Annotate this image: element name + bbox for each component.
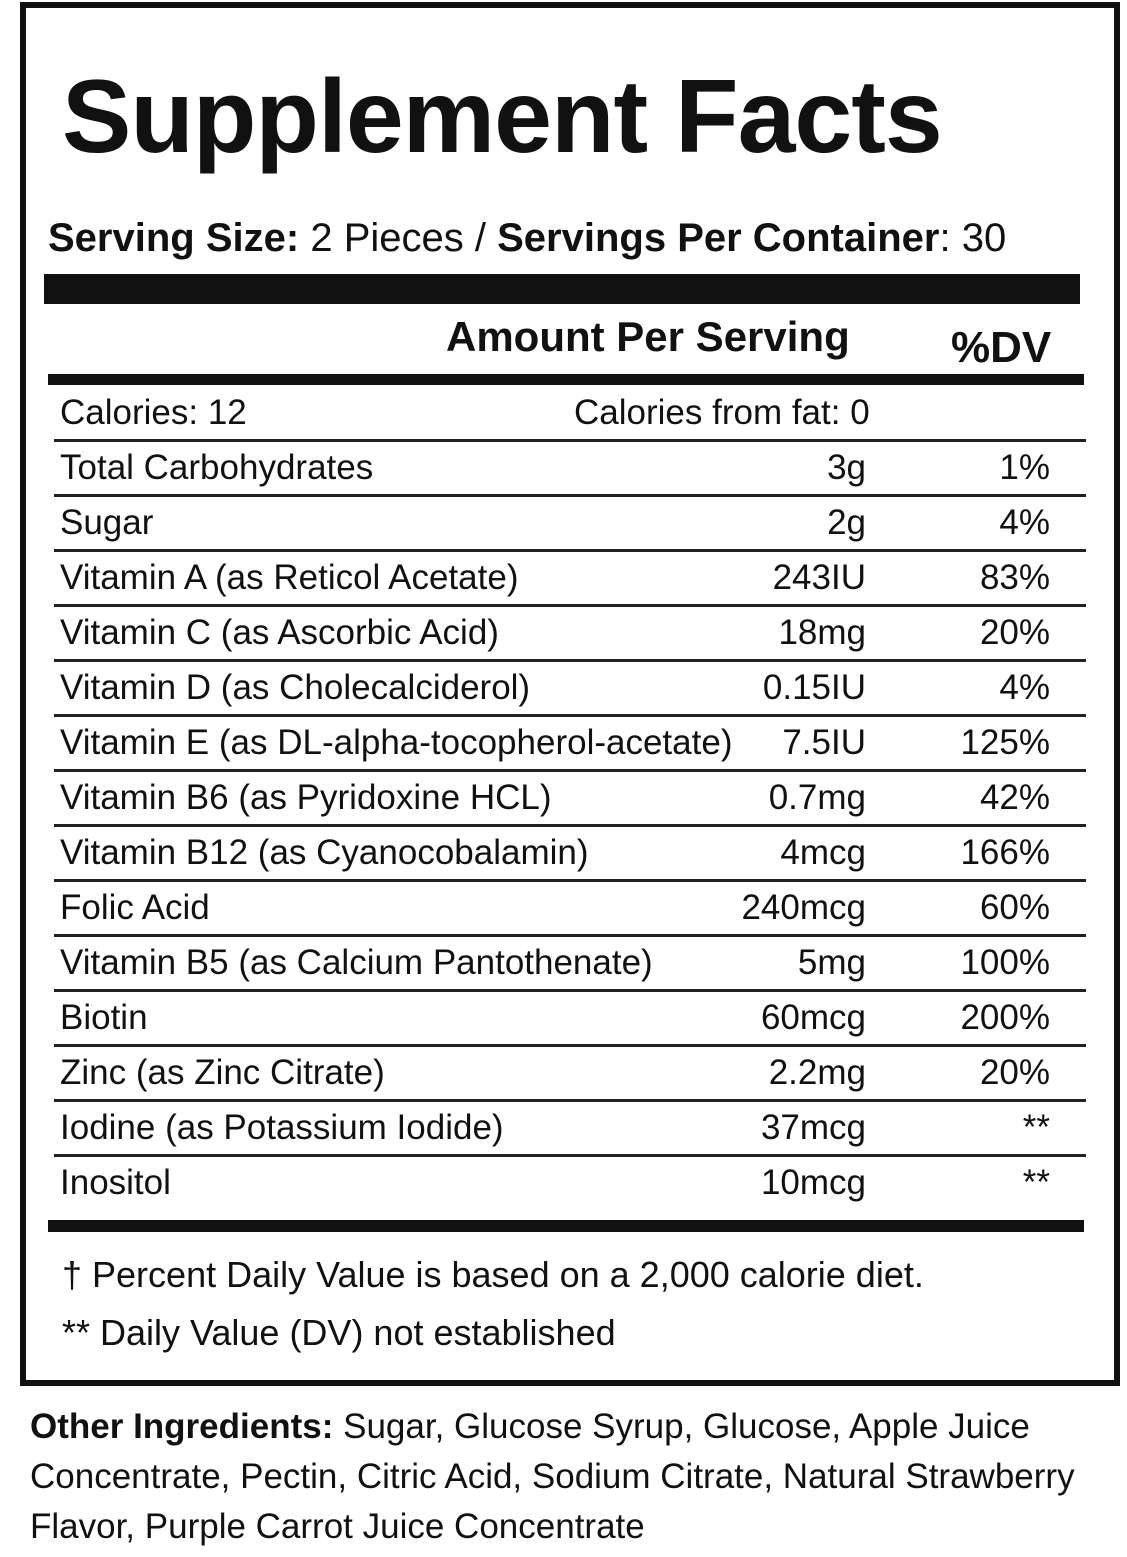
nutrient-amount: 3g: [827, 448, 866, 487]
footnote: ** Daily Value (DV) not established: [62, 1312, 616, 1353]
nutrient-dv: 83%: [979, 558, 1050, 597]
nutrient-amount: 4mcg: [780, 833, 866, 872]
nutrient-row: Vitamin C (as Ascorbic Acid) 18mg 20%: [54, 605, 1086, 662]
nutrient-name: Vitamin E (as DL-alpha-tocopherol-acetat…: [60, 723, 733, 762]
nutrient-name: Zinc (as Zinc Citrate): [60, 1053, 385, 1092]
calories-from-fat: Calories from fat: 0: [574, 393, 870, 432]
nutrient-dv: 4%: [999, 503, 1050, 542]
nutrient-name: Iodine (as Potassium Iodide): [60, 1108, 504, 1147]
nutrient-dv: 4%: [999, 668, 1050, 707]
serving-size-label: Serving Size:: [48, 216, 300, 260]
nutrient-amount: 37mcg: [760, 1108, 866, 1147]
nutrient-dv: 20%: [979, 1053, 1050, 1092]
nutrient-name: Vitamin B5 (as Calcium Pantothenate): [60, 943, 653, 982]
nutrient-row: Zinc (as Zinc Citrate) 2.2mg 20%: [54, 1045, 1086, 1102]
nutrient-row: Total Carbohydrates 3g 1%: [54, 440, 1086, 497]
nutrient-row: Vitamin B6 (as Pyridoxine HCL) 0.7mg 42%: [54, 770, 1086, 827]
nutrient-name: Inositol: [60, 1163, 171, 1202]
nutrient-dv: 200%: [960, 998, 1050, 1037]
nutrient-name: Vitamin A (as Reticol Acetate): [60, 558, 519, 597]
amount-header: Amount Per Serving: [446, 313, 850, 360]
nutrient-dv: 166%: [960, 833, 1050, 872]
title: Supplement Facts: [62, 59, 943, 175]
nutrient-name: Total Carbohydrates: [60, 448, 374, 487]
nutrient-row: Sugar 2g 4%: [54, 495, 1086, 552]
nutrient-dv: **: [1022, 1163, 1050, 1202]
medium-rule: [48, 374, 1084, 385]
nutrient-amount: 18mg: [778, 613, 866, 652]
nutrient-amount: 2.2mg: [768, 1053, 866, 1092]
nutrient-row: Vitamin B5 (as Calcium Pantothenate) 5mg 1…: [54, 935, 1086, 992]
nutrient-name: Vitamin B12 (as Cyanocobalamin): [60, 833, 589, 872]
nutrient-name: Sugar: [60, 503, 154, 542]
nutrient-dv: 100%: [960, 943, 1050, 982]
nutrient-amount: 240mcg: [741, 888, 866, 927]
dv-header: %DV: [951, 323, 1052, 372]
serving-size: 2 Pieces /: [310, 216, 486, 260]
nutrient-name: Vitamin B6 (as Pyridoxine HCL): [60, 778, 552, 817]
other-ingredients: Other Ingredients: Sugar, Glucose Syrup,…: [30, 1402, 1100, 1552]
nutrient-row: Vitamin B12 (as Cyanocobalamin) 4mcg 166%: [54, 825, 1086, 882]
thick-rule: [44, 274, 1080, 304]
nutrient-row: Iodine (as Potassium Iodide) 37mcg **: [54, 1100, 1086, 1157]
nutrient-amount: 5mg: [797, 943, 866, 982]
serving-line: Serving Size: 2 Pieces / Servings Per Co…: [48, 216, 1006, 261]
nutrient-row: Folic Acid 240mcg 60%: [54, 880, 1086, 937]
nutrient-dv: 60%: [979, 888, 1050, 927]
other-ingredients-text: Sugar, Glucose Syrup, Glucose, Apple Jui…: [30, 1407, 1075, 1546]
servings-per-container-label: Servings Per Container: [497, 216, 940, 260]
label-box: Supplement Facts Serving Size: 2 Pieces …: [20, 2, 1120, 1386]
nutrient-row: Vitamin D (as Cholecalciderol) 0.15IU 4%: [54, 660, 1086, 717]
nutrient-amount: 7.5IU: [782, 723, 866, 762]
calories: Calories: 12: [60, 393, 247, 432]
nutrient-dv: 42%: [979, 778, 1050, 817]
nutrient-amount: 0.7mg: [768, 778, 866, 817]
servings-per-container: : 30: [939, 216, 1007, 260]
nutrient-name: Vitamin D (as Cholecalciderol): [60, 668, 531, 707]
nutrient-name: Folic Acid: [60, 888, 210, 927]
nutrient-dv: 20%: [979, 613, 1050, 652]
calories-row: Calories: 12 Calories from fat: 0: [54, 385, 1086, 442]
bottom-rule: [48, 1220, 1084, 1232]
other-ingredients-label: Other Ingredients:: [30, 1407, 334, 1446]
nutrient-dv: 125%: [960, 723, 1050, 762]
nutrient-amount: 243IU: [772, 558, 866, 597]
nutrient-name: Biotin: [60, 998, 148, 1037]
nutrient-amount: 0.15IU: [762, 668, 866, 707]
nutrient-name: Vitamin C (as Ascorbic Acid): [60, 613, 499, 652]
nutrient-row: Vitamin A (as Reticol Acetate) 243IU 83%: [54, 550, 1086, 607]
nutrient-amount: 10mcg: [760, 1163, 866, 1202]
nutrient-dv: 1%: [999, 448, 1050, 487]
nutrient-amount: 60mcg: [760, 998, 866, 1037]
footnote: † Percent Daily Value is based on a 2,00…: [62, 1254, 924, 1295]
nutrient-row: Inositol 10mcg **: [54, 1155, 1086, 1209]
nutrient-dv: **: [1022, 1108, 1050, 1147]
nutrient-row: Biotin 60mcg 200%: [54, 990, 1086, 1047]
nutrient-amount: 2g: [827, 503, 866, 542]
nutrient-row: Vitamin E (as DL-alpha-tocopherol-acetat…: [54, 715, 1086, 772]
